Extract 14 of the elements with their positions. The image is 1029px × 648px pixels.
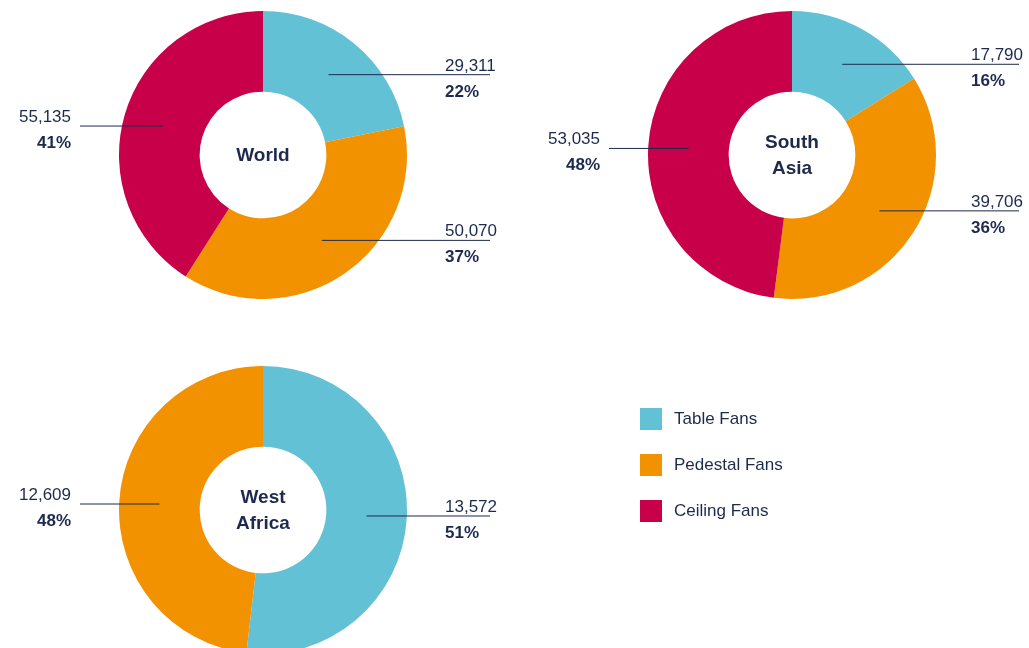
- data-label: 53,035 48%: [548, 129, 600, 175]
- text: South Asia: [764, 130, 820, 180]
- data-label: 55,135 41%: [19, 107, 71, 153]
- data-label: 39,706 36%: [971, 191, 1023, 237]
- data-label: 13,572 51%: [445, 496, 497, 542]
- data-label: 17,790 16%: [971, 45, 1023, 91]
- data-label: 12,609 48%: [19, 485, 71, 531]
- data-label: 29,311 22%: [445, 55, 496, 101]
- legend-label: Table Fans: [674, 409, 758, 429]
- data-label: 50,070 37%: [445, 221, 497, 267]
- text: West Africa: [235, 485, 291, 535]
- legend-label: Pedestal Fans: [674, 455, 783, 475]
- legend-label: Ceiling Fans: [674, 501, 769, 521]
- text: World: [235, 143, 291, 167]
